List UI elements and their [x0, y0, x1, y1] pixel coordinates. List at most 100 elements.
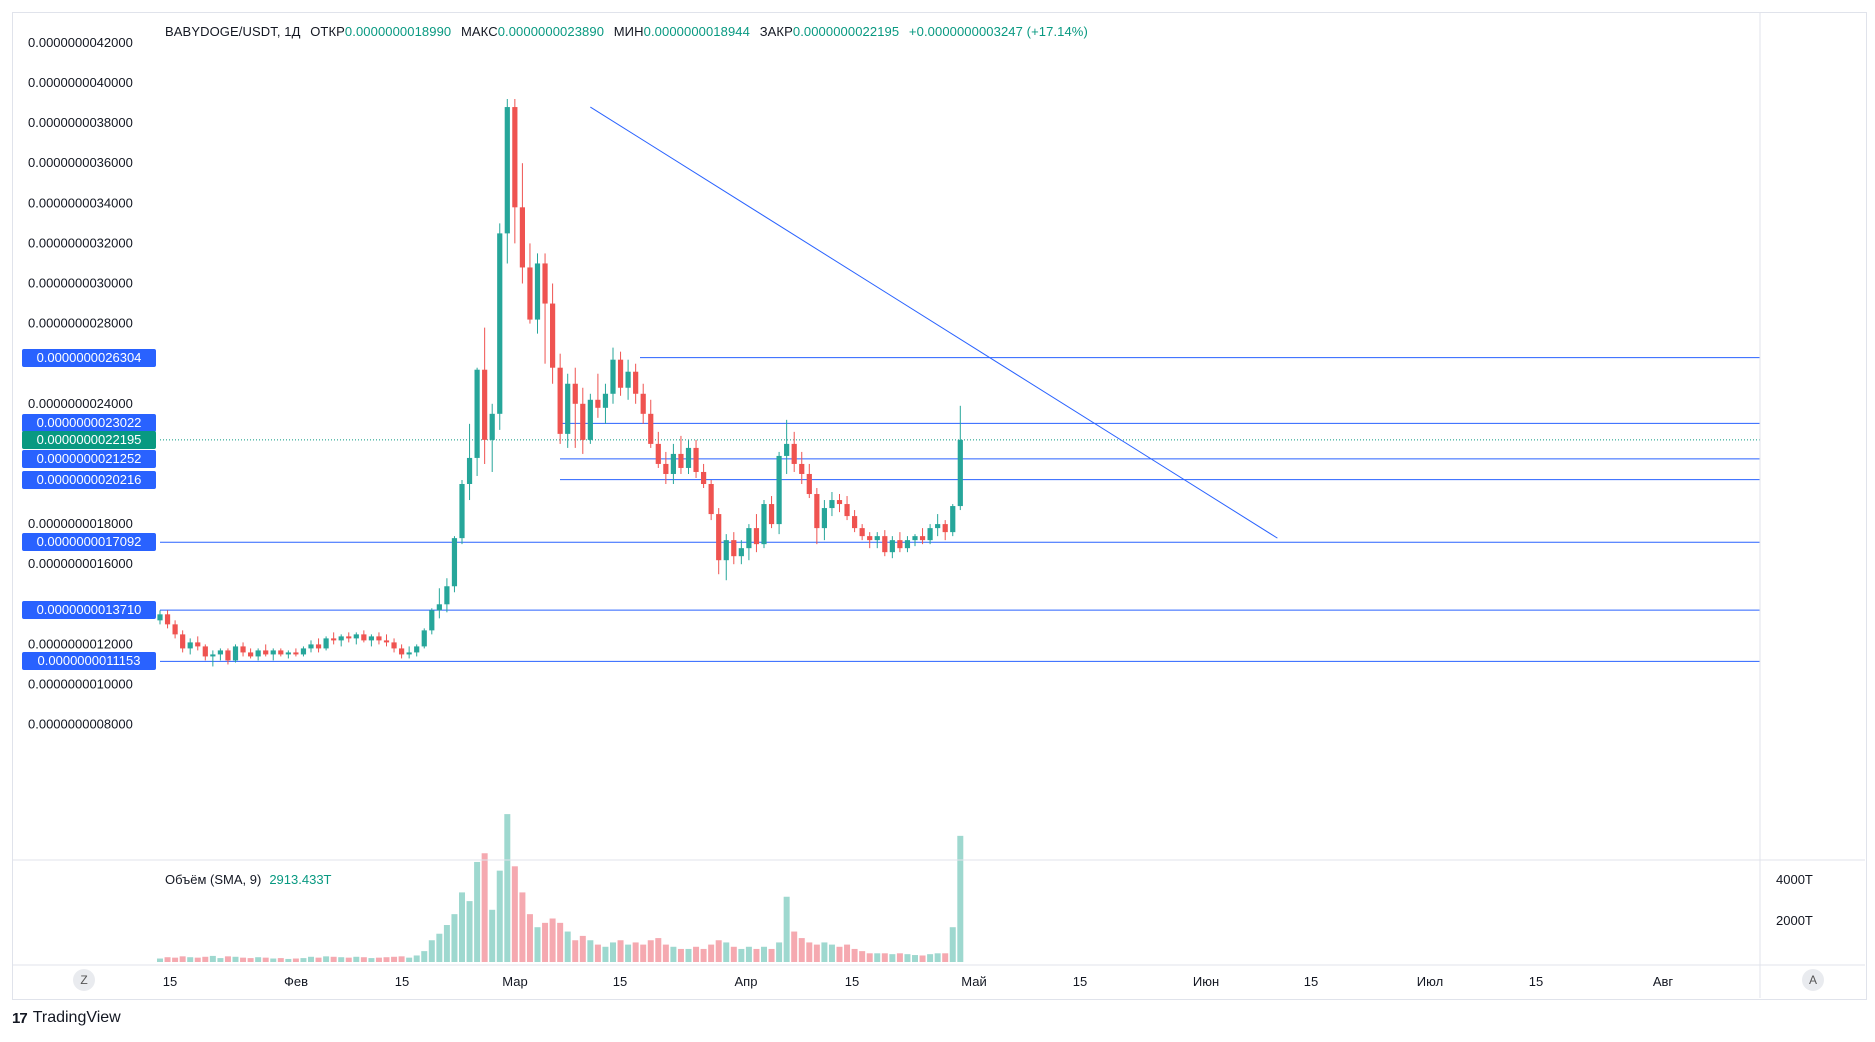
candle-body	[421, 630, 427, 647]
candle-body	[670, 453, 676, 474]
candle-body	[331, 638, 337, 641]
candle-body	[572, 383, 578, 404]
volume-tick-label: 2000T	[1776, 913, 1813, 928]
candle-body	[263, 650, 269, 655]
volume-bar	[813, 944, 820, 962]
volume-bar	[375, 957, 382, 962]
candle-body	[278, 650, 284, 655]
volume-bar	[708, 944, 715, 962]
candle-body	[361, 634, 367, 641]
volume-bar	[187, 957, 194, 962]
volume-bar	[874, 953, 881, 962]
candle-body	[429, 610, 435, 631]
volume-bar	[647, 940, 654, 962]
volume-bar	[844, 944, 851, 962]
time-tick-label: 15	[163, 974, 177, 989]
volume-bar	[489, 909, 496, 962]
volume-bar	[610, 942, 616, 962]
volume-bar	[224, 956, 231, 962]
volume-bar	[851, 948, 858, 962]
candle-body	[293, 652, 299, 655]
price-tick-label: 0.0000000034000	[28, 195, 133, 210]
volume-bar	[308, 956, 314, 962]
level-price-tag: 0.0000000020216	[22, 470, 156, 489]
high-label: МАКС	[460, 24, 498, 39]
auto-scale-button[interactable]: A	[1802, 969, 1824, 991]
volume-bar	[798, 938, 805, 962]
volume-bar	[330, 956, 337, 962]
level-price-tag: 0.0000000021252	[22, 449, 156, 468]
volume-bar	[202, 956, 209, 962]
candle-body	[844, 504, 850, 517]
candle-body	[217, 650, 223, 655]
volume-bar	[398, 956, 405, 962]
candle-body	[806, 473, 812, 495]
candle-body	[542, 263, 548, 304]
volume-bar	[761, 946, 767, 962]
candle-body	[338, 636, 344, 641]
price-tick-label: 0.0000000024000	[28, 396, 133, 411]
candle-body	[353, 634, 359, 639]
volume-bar	[436, 933, 443, 962]
candle-body	[459, 484, 465, 539]
candle-body	[157, 614, 163, 621]
candle-body	[587, 399, 593, 440]
candle-body	[889, 540, 895, 553]
volume-legend[interactable]: Объём (SMA, 9) 2913.433T	[165, 872, 332, 887]
candle-body	[633, 371, 639, 394]
open-label: ОТКР	[310, 24, 345, 39]
volume-bar	[640, 944, 647, 962]
volume-bar	[919, 955, 926, 962]
candle-body	[746, 528, 752, 549]
volume-bar	[821, 942, 828, 962]
volume-bar	[240, 957, 247, 962]
volume-bar	[338, 957, 345, 962]
candle-body	[942, 524, 948, 533]
candle-body	[527, 267, 533, 320]
candle-body	[919, 536, 926, 541]
candle-body	[376, 636, 382, 641]
volume-bar	[315, 957, 322, 962]
volume-bar	[443, 925, 450, 962]
zoom-reset-button[interactable]: Z	[73, 969, 95, 991]
candle-body	[172, 624, 178, 635]
candle-body	[595, 399, 601, 408]
volume-bar	[292, 958, 299, 962]
price-tick-label: 0.0000000010000	[28, 677, 133, 692]
volume-bar	[247, 958, 254, 962]
time-tick-label: Мар	[502, 974, 527, 989]
candle-body	[550, 303, 556, 368]
candle-body	[716, 514, 722, 561]
volume-bar	[534, 927, 541, 962]
level-price-tag: 0.0000000023022	[22, 414, 156, 433]
candle-body	[406, 652, 412, 655]
tradingview-logo[interactable]: 17 TradingView	[12, 1009, 121, 1027]
symbol-label[interactable]: BABYDOGE/USDT, 1Д	[165, 24, 301, 39]
candle-body	[655, 443, 661, 464]
last-price-tag: 0.0000000022195	[22, 430, 156, 449]
price-tick-label: 0.0000000040000	[28, 75, 133, 90]
volume-bar	[572, 940, 579, 962]
volume-bar	[262, 957, 269, 962]
volume-bar	[957, 835, 964, 962]
time-tick-label: Май	[961, 974, 986, 989]
volume-bar	[209, 955, 216, 962]
candle-body	[610, 359, 616, 394]
candle-body	[451, 538, 458, 587]
candle-body	[210, 654, 216, 657]
candle-body	[399, 648, 405, 655]
volume-bar	[277, 958, 284, 962]
candle-body	[799, 463, 805, 474]
volume-bar	[255, 957, 262, 962]
candle-body	[776, 455, 782, 525]
candle-body	[685, 447, 692, 468]
volume-bar	[881, 953, 888, 962]
volume-bar	[677, 948, 684, 962]
volume-bar	[164, 957, 171, 962]
trendline-line	[590, 106, 1278, 539]
time-tick-label: Фев	[284, 974, 308, 989]
volume-bar	[496, 870, 503, 962]
candle-body	[474, 369, 480, 458]
candle-body	[897, 540, 903, 549]
